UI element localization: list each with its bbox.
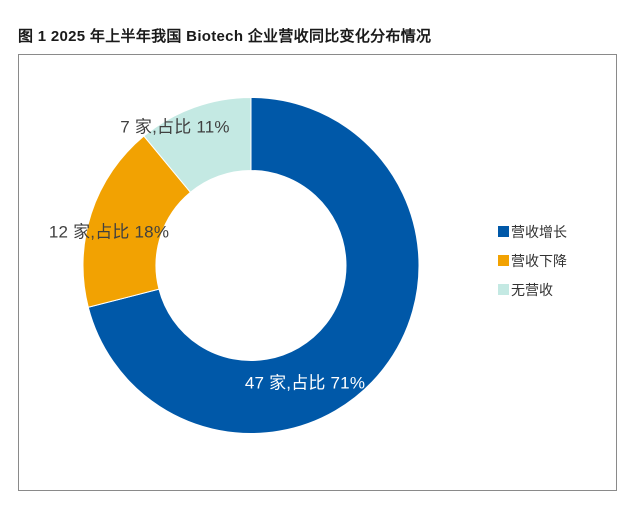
chart-legend: 营收增长 营收下降 无营收 — [498, 222, 567, 299]
donut-chart — [82, 96, 420, 434]
legend-label: 营收下降 — [511, 252, 567, 269]
legend-label: 营收增长 — [511, 223, 567, 240]
legend-item-revenue-growth[interactable]: 营收增长 — [498, 222, 567, 241]
legend-label: 无营收 — [511, 281, 553, 298]
legend-swatch-blue-icon — [498, 226, 509, 237]
pie-slice-no-revenue[interactable] — [143, 96, 252, 194]
legend-swatch-orange-icon — [498, 255, 509, 266]
legend-swatch-cyan-icon — [498, 284, 509, 295]
data-label-revenue-growth: 47 家,占比 71% — [244, 373, 366, 393]
figure-title: 图 1 2025 年上半年我国 Biotech 企业营收同比变化分布情况 — [18, 28, 432, 45]
chart-area: 47 家,占比 71% 12 家,占比 18% 7 家,占比 11% 营收增长 … — [18, 54, 617, 491]
legend-item-no-revenue[interactable]: 无营收 — [498, 280, 567, 299]
pie-slice-revenue-growth[interactable] — [87, 96, 420, 434]
data-label-no-revenue: 7 家,占比 11% — [120, 117, 230, 137]
data-label-revenue-decline: 12 家,占比 18% — [48, 222, 170, 242]
legend-item-revenue-decline[interactable]: 营收下降 — [498, 251, 567, 270]
